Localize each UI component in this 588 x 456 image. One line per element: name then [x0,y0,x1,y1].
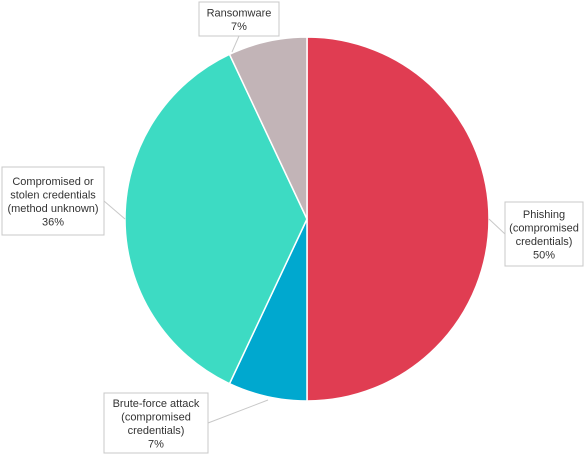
slice-value-label: 50% [533,249,555,261]
slice-label-0: Phishing(compromised credentials)50% [488,201,584,267]
slice-name-label: credentials) [516,236,573,248]
leader-line [231,35,240,53]
callout-box [1,166,105,236]
slice-name-label: Phishing [523,209,565,221]
slice-value-label: 7% [231,21,247,33]
slice-name-label: (method unknown) [7,203,98,215]
pie-slices [124,36,490,402]
slice-value-label: 36% [42,216,64,228]
slice-name-label: Ransomware [207,7,272,19]
leader-line [488,218,506,235]
slice-name-label: (compromised [509,222,579,234]
pie-slice-3 [228,36,308,220]
leader-line [207,399,269,424]
leader-line [103,200,126,220]
slice-name-label: (compromised [121,411,191,423]
slice-value-label: 7% [148,438,164,450]
slice-name-label: credentials) [128,425,185,437]
pie-slice-2 [124,53,308,385]
slice-name-label: Compromised or [12,176,94,188]
pie-slice-0 [306,36,490,402]
callout-box [504,201,584,267]
slice-label-3: Ransomware 7% [198,1,280,53]
slice-name-label: Brute-force attack [113,398,200,410]
slice-name-label: stolen credentials [10,189,96,201]
slice-label-1: Brute-force attack(compromised credential… [103,392,269,454]
callout-box [198,1,280,37]
